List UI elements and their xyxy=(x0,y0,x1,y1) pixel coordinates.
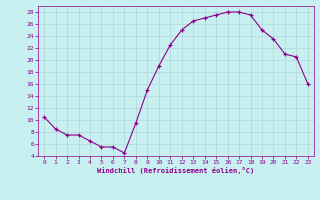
X-axis label: Windchill (Refroidissement éolien,°C): Windchill (Refroidissement éolien,°C) xyxy=(97,167,255,174)
